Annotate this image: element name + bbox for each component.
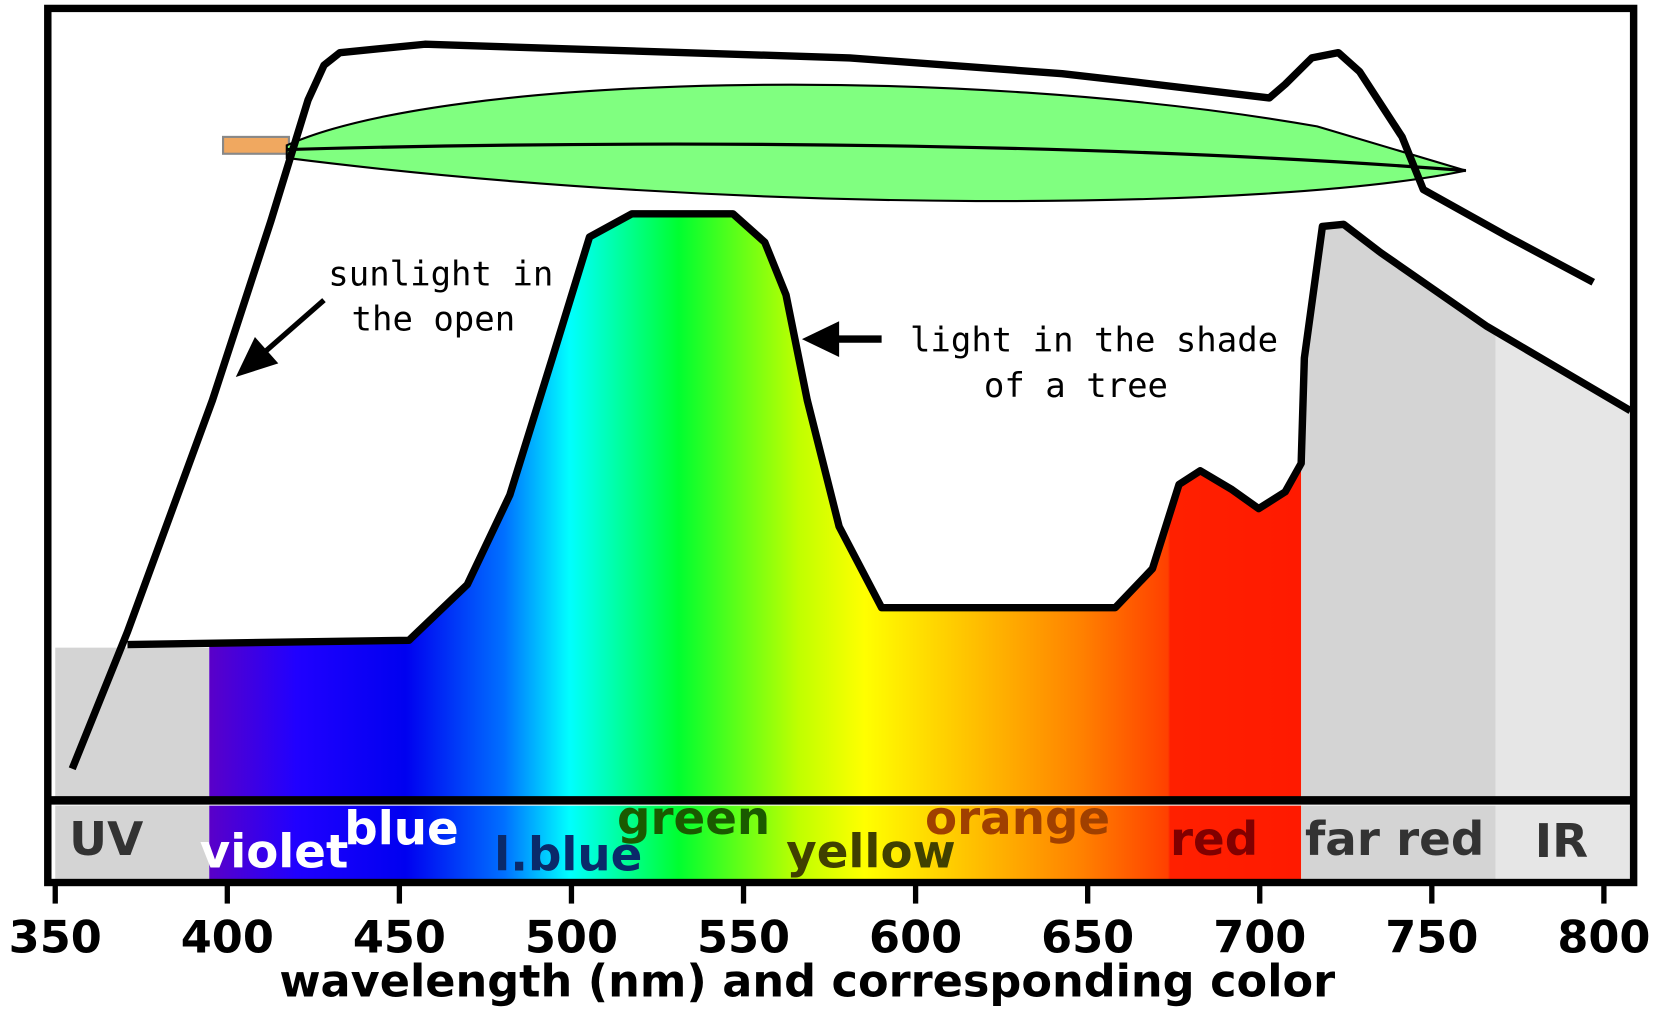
- leaf: [221, 83, 1467, 203]
- band-label: far red: [1305, 812, 1484, 866]
- x-tick-label: 550: [697, 913, 790, 964]
- x-axis-title: wavelength (nm) and corresponding color: [279, 957, 1335, 1008]
- x-tick-label: 350: [9, 913, 102, 964]
- annotation: light in the shade: [910, 321, 1278, 360]
- annotations: sunlight in the open light in the shade …: [328, 255, 1278, 405]
- uv-area: [55, 647, 210, 801]
- x-tick-label: 750: [1385, 913, 1478, 964]
- annotation: the open: [352, 300, 516, 339]
- band-label: UV: [69, 812, 143, 866]
- band-label: IR: [1535, 814, 1588, 868]
- shade-curve: [127, 210, 1633, 649]
- band-label: red: [1170, 812, 1258, 866]
- band-labels: UV violet blue l.blue green yellow orang…: [69, 791, 1588, 882]
- band-label: green: [617, 791, 770, 845]
- band-label: blue: [344, 802, 458, 856]
- x-tick-label: 400: [181, 913, 274, 964]
- frame: [44, 4, 1638, 887]
- x-tick-label: 500: [525, 913, 618, 964]
- x-tick-label: 600: [869, 913, 962, 964]
- band-label: l.blue: [494, 828, 642, 882]
- sunlight-curve: [68, 40, 1596, 771]
- band-label: violet: [200, 825, 349, 879]
- x-tick-label: 650: [1041, 913, 1134, 964]
- annotation: sunlight in: [328, 255, 553, 294]
- annotation: of a tree: [984, 366, 1168, 405]
- band-label: orange: [925, 791, 1110, 845]
- arrows: [235, 298, 882, 378]
- band-label: yellow: [786, 825, 955, 879]
- x-tick-label: 800: [1557, 913, 1650, 964]
- x-tick-label: 450: [353, 913, 446, 964]
- x-ticks: 350 400 450 500 550 600 650 700 750 800: [9, 884, 1650, 964]
- x-tick-label: 700: [1213, 913, 1306, 964]
